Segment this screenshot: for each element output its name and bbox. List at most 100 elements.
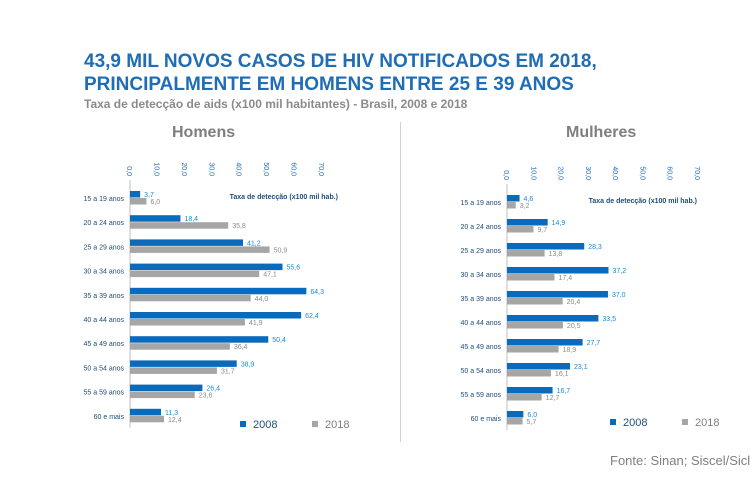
category-label: 60 e mais xyxy=(471,416,502,423)
data-label: 33,5 xyxy=(602,316,616,323)
data-label: 36,4 xyxy=(234,344,248,351)
data-label: 23,6 xyxy=(199,393,213,400)
legend-label: 2018 xyxy=(325,419,349,431)
bar-2018 xyxy=(130,294,251,302)
bar-2018 xyxy=(130,367,217,374)
divider xyxy=(400,122,401,442)
chart-title-mulheres: Mulheres xyxy=(566,124,637,141)
tick-label: 20,0 xyxy=(180,162,187,176)
tick-label: 60,0 xyxy=(666,166,673,180)
legend-swatch xyxy=(312,421,318,427)
data-label: 50,4 xyxy=(272,337,286,344)
category-label: 45 a 49 anos xyxy=(84,341,125,348)
tick-label: 0,0 xyxy=(125,166,132,176)
data-label: 16,7 xyxy=(557,388,571,395)
category-label: 45 a 49 anos xyxy=(461,344,502,351)
bar-2018 xyxy=(507,322,563,329)
bar-2008 xyxy=(507,315,599,322)
data-label: 3,2 xyxy=(520,203,530,210)
category-label: 40 a 44 anos xyxy=(84,317,125,324)
data-label: 12,7 xyxy=(546,395,560,402)
tick-label: 20,0 xyxy=(557,166,564,180)
bar-2008 xyxy=(130,336,269,343)
data-label: 13,8 xyxy=(549,251,563,258)
page-title: 43,9 MIL NOVOS CASOS DE HIV NOTIFICADOS … xyxy=(84,50,597,96)
tick-label: 70,0 xyxy=(317,162,324,176)
bar-2008 xyxy=(507,267,609,274)
legend-label: 2008 xyxy=(623,417,647,429)
data-label: 31,7 xyxy=(221,368,235,375)
category-label: 50 a 54 anos xyxy=(461,368,502,375)
bar-2018 xyxy=(130,391,195,399)
bar-2018 xyxy=(130,222,229,229)
data-label: 11,3 xyxy=(165,410,178,417)
data-label: 37,2 xyxy=(613,268,627,275)
bar-2008 xyxy=(130,191,141,198)
tick-label: 50,0 xyxy=(262,162,269,176)
category-label: 20 a 24 anos xyxy=(461,224,502,231)
data-label: 12,4 xyxy=(168,417,182,424)
bar-2018 xyxy=(130,246,270,253)
data-label: 41,2 xyxy=(247,240,261,247)
category-label: 20 a 24 anos xyxy=(84,220,125,227)
bar-2008 xyxy=(130,215,181,222)
bar-2008 xyxy=(507,243,585,250)
tick-label: 40,0 xyxy=(611,166,618,180)
category-label: 55 a 59 anos xyxy=(84,390,125,397)
tick-label: 50,0 xyxy=(638,166,645,180)
data-label: 5,7 xyxy=(527,419,537,426)
bar-2018 xyxy=(130,198,147,205)
data-label: 6,0 xyxy=(527,412,537,419)
data-label: 41,9 xyxy=(249,320,263,327)
bar-2018 xyxy=(507,346,559,353)
bar-2008 xyxy=(507,411,524,418)
data-label: 23,1 xyxy=(574,364,588,371)
bar-2008 xyxy=(507,363,571,370)
bar-2018 xyxy=(507,394,542,401)
data-label: 55,6 xyxy=(287,265,301,272)
bar-2018 xyxy=(507,226,534,233)
bar-2008 xyxy=(507,219,548,226)
title-line-1: 43,9 MIL NOVOS CASOS DE HIV NOTIFICADOS … xyxy=(84,51,597,72)
data-label: 14,9 xyxy=(552,220,566,227)
bar-2018 xyxy=(507,370,551,377)
data-label: 4,6 xyxy=(524,196,534,203)
category-label: 55 a 59 anos xyxy=(461,392,502,399)
bar-2008 xyxy=(130,239,244,246)
data-label: 16,1 xyxy=(555,371,569,378)
data-label: 18,9 xyxy=(563,347,577,354)
legend-swatch xyxy=(240,421,246,427)
category-label: 25 a 29 anos xyxy=(84,244,125,251)
bar-2018 xyxy=(130,319,245,326)
data-label: 35,8 xyxy=(232,223,246,230)
tick-label: 30,0 xyxy=(584,166,591,180)
bar-2008 xyxy=(130,408,161,416)
source-note: Fonte: Sinan; Siscel/Siclom xyxy=(610,453,750,468)
category-label: 50 a 54 anos xyxy=(84,365,125,372)
data-label: 3,7 xyxy=(144,192,154,199)
tick-label: 0,0 xyxy=(502,170,509,180)
bar-2008 xyxy=(507,387,553,394)
data-label: 44,0 xyxy=(255,296,269,303)
bar-2018 xyxy=(507,274,555,281)
data-label: 9,7 xyxy=(537,227,547,234)
data-label: 28,3 xyxy=(588,244,602,251)
tick-label: 40,0 xyxy=(235,162,242,176)
data-label: 37,0 xyxy=(612,292,626,299)
data-label: 50,9 xyxy=(274,247,288,254)
bar-2018 xyxy=(507,202,516,209)
data-label: 6,0 xyxy=(150,199,160,206)
bar-2008 xyxy=(130,287,307,295)
data-label: 18,4 xyxy=(184,216,198,223)
tick-label: 10,0 xyxy=(152,162,159,176)
category-label: 30 a 34 anos xyxy=(84,269,125,276)
bar-2018 xyxy=(130,270,260,278)
bar-2008 xyxy=(507,195,520,202)
tick-label: 70,0 xyxy=(693,166,700,180)
category-label: 35 a 39 anos xyxy=(84,293,125,300)
bar-2008 xyxy=(507,339,583,346)
data-label: 47,1 xyxy=(263,272,277,279)
bar-2018 xyxy=(130,415,165,423)
data-label: 62,4 xyxy=(305,313,319,320)
bar-2008 xyxy=(130,312,302,319)
